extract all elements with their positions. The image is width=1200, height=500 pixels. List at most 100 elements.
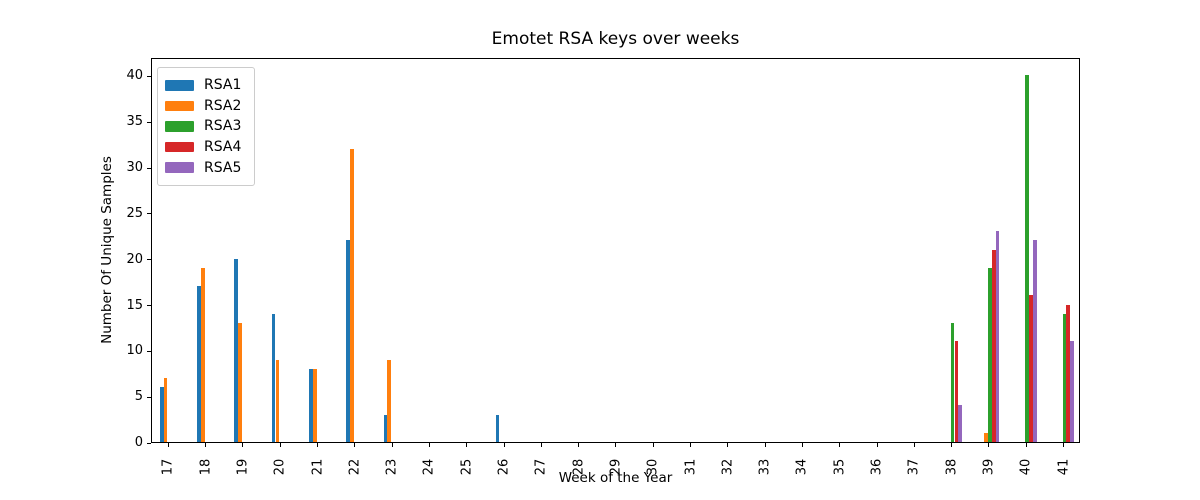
- x-tick: [317, 443, 318, 447]
- x-tick-label: 35: [832, 458, 848, 476]
- legend-swatch-rsa5: [165, 162, 194, 173]
- legend-item-rsa3: RSA3: [165, 116, 241, 137]
- x-tick-label: 26: [496, 458, 512, 476]
- y-tick-label: 35: [126, 114, 143, 130]
- x-tick: [951, 443, 953, 447]
- chart-title: Emotet RSA keys over weeks: [491, 29, 740, 49]
- bar-rsa5-week-41: [1070, 341, 1074, 442]
- y-tick-label: 15: [126, 297, 143, 313]
- x-tick: [615, 443, 617, 447]
- x-tick-label: 20: [272, 458, 288, 476]
- bar-rsa4-week-39: [991, 249, 996, 442]
- bar-rsa2-week-19: [238, 322, 242, 442]
- y-tick-label: 30: [126, 160, 143, 175]
- bar-rsa5-week-40: [1032, 240, 1037, 442]
- legend: RSA1 RSA2 RSA3 RSA4 RSA5: [157, 67, 256, 186]
- x-tick: [391, 443, 393, 447]
- y-tick: [147, 350, 151, 352]
- legend-label: RSA3: [204, 118, 242, 135]
- bar-rsa2-week-18: [200, 267, 205, 442]
- x-tick: [578, 443, 580, 447]
- bar-rsa2-week-23: [387, 359, 392, 442]
- x-tick-label: 41: [1056, 458, 1071, 476]
- x-tick-label: 18: [198, 458, 214, 476]
- bar-rsa1-week-20: [271, 313, 276, 442]
- y-tick: [147, 305, 151, 306]
- x-tick: [205, 443, 207, 447]
- legend-item-rsa4: RSA4: [165, 137, 241, 158]
- y-tick: [147, 75, 151, 77]
- x-tick-label: 32: [720, 458, 736, 476]
- legend-label: RSA2: [204, 97, 242, 114]
- x-tick-label: 24: [421, 458, 437, 476]
- bar-rsa3-week-40: [1025, 75, 1030, 442]
- bars-layer: [152, 59, 1079, 442]
- bar-rsa1-week-23: [383, 414, 388, 442]
- y-tick-label: 10: [126, 343, 143, 359]
- y-tick-label: 0: [134, 435, 143, 450]
- x-tick-label: 38: [944, 458, 960, 476]
- bar-rsa2-week-20: [275, 359, 280, 442]
- x-tick: [242, 443, 244, 447]
- y-tick: [147, 396, 151, 398]
- bar-rsa3-week-39: [988, 267, 992, 442]
- bar-rsa1-week-19: [234, 258, 239, 442]
- legend-swatch-rsa2: [165, 100, 194, 112]
- x-tick: [354, 443, 356, 447]
- bar-rsa4-week-41: [1066, 304, 1071, 442]
- bar-rsa5-week-38: [958, 405, 963, 442]
- y-tick: [147, 442, 151, 444]
- bar-rsa2-week-17: [163, 377, 168, 442]
- bar-rsa5-week-39: [995, 231, 1000, 442]
- x-tick: [801, 443, 803, 447]
- bar-rsa4-week-38: [954, 341, 959, 442]
- x-tick: [466, 443, 468, 447]
- x-tick-label: 28: [571, 458, 587, 476]
- x-tick-label: 21: [310, 458, 325, 476]
- x-tick-label: 34: [794, 458, 810, 476]
- x-tick-label: 19: [235, 458, 251, 476]
- x-tick-label: 27: [533, 458, 549, 476]
- x-tick: [690, 443, 691, 447]
- x-tick-label: 39: [981, 458, 997, 476]
- x-axis-label: Week of the Year: [558, 470, 673, 486]
- x-tick: [839, 443, 841, 447]
- y-tick-label: 5: [134, 389, 143, 405]
- x-tick-label: 33: [757, 458, 773, 476]
- y-tick-label: 25: [126, 205, 143, 221]
- legend-label: RSA4: [204, 139, 242, 156]
- bar-rsa1-week-22: [346, 240, 351, 442]
- x-tick-label: 30: [645, 458, 661, 476]
- x-tick: [1025, 443, 1027, 447]
- bar-rsa3-week-41: [1062, 313, 1067, 442]
- legend-label: RSA1: [204, 77, 242, 94]
- x-tick: [876, 443, 878, 447]
- legend-label: RSA5: [204, 159, 242, 176]
- x-tick-label: 22: [347, 458, 363, 476]
- x-tick-label: 25: [459, 458, 475, 476]
- x-tick: [727, 443, 729, 447]
- x-tick-label: 40: [1018, 458, 1034, 476]
- y-tick: [147, 213, 151, 215]
- legend-swatch-rsa3: [165, 121, 194, 132]
- x-tick: [1063, 443, 1064, 447]
- x-tick: [540, 443, 542, 447]
- legend-item-rsa2: RSA2: [165, 96, 241, 117]
- y-tick: [147, 259, 151, 261]
- bar-rsa4-week-40: [1029, 295, 1033, 442]
- x-tick: [279, 443, 281, 447]
- x-tick-label: 29: [608, 458, 624, 476]
- bar-rsa2-week-21: [312, 368, 317, 442]
- legend-swatch-rsa1: [165, 80, 194, 91]
- y-tick-label: 40: [126, 68, 143, 84]
- bar-rsa1-week-21: [309, 368, 313, 442]
- legend-item-rsa5: RSA5: [165, 157, 241, 178]
- x-tick-label: 23: [384, 458, 400, 476]
- x-tick: [428, 443, 430, 447]
- x-tick: [167, 443, 169, 447]
- x-tick: [503, 443, 505, 447]
- y-axis-label: Number Of Unique Samples: [99, 156, 115, 344]
- y-tick: [147, 167, 151, 169]
- bar-rsa2-week-39: [984, 432, 988, 442]
